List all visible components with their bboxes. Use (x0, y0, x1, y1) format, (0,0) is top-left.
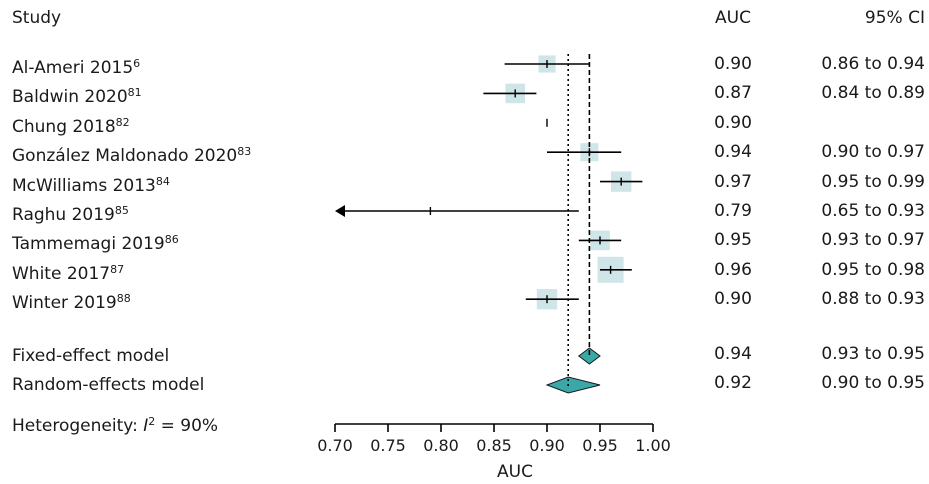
ci-arrow-left (335, 205, 345, 217)
model-auc: 0.92 (714, 373, 752, 393)
x-tick-label: 0.75 (370, 436, 406, 455)
study-name: Chung 201882 (12, 115, 130, 137)
study-name: Tammemagi 201986 (12, 233, 179, 255)
heterogeneity-label: Heterogeneity: I2 = 90% (12, 415, 219, 436)
model-name: Fixed-effect model (12, 346, 170, 366)
study-auc: 0.87 (714, 83, 752, 104)
study-ci: 0.65 to 0.93 (821, 201, 925, 221)
model-name: Random-effects model (12, 375, 205, 395)
study-auc: 0.95 (714, 230, 752, 251)
study-auc: 0.79 (714, 201, 752, 221)
study-ci: 0.95 to 0.99 (821, 171, 925, 192)
study-ci: 0.95 to 0.98 (821, 259, 925, 280)
study-ci: 0.84 to 0.89 (821, 83, 925, 104)
study-ci: 0.88 to 0.93 (821, 289, 925, 310)
header-ci: 95% CI (864, 8, 925, 28)
header-auc: AUC (715, 8, 751, 28)
study-name: Raghu 201985 (12, 204, 129, 225)
study-auc: 0.94 (714, 142, 752, 163)
x-tick-label: 0.90 (529, 436, 565, 455)
model-auc: 0.94 (714, 344, 752, 364)
study-name: Baldwin 202081 (12, 86, 142, 108)
study-auc: 0.90 (714, 54, 752, 74)
x-tick-label: 0.95 (582, 436, 618, 455)
model-diamond (545, 376, 601, 394)
model-diamond (577, 347, 601, 365)
model-ci: 0.90 to 0.95 (821, 373, 925, 393)
study-auc: 0.97 (714, 171, 752, 192)
x-tick-label: 1.00 (635, 436, 671, 455)
study-name: González Maldonado 202083 (12, 145, 252, 167)
study-auc: 0.90 (714, 289, 752, 310)
study-name: McWilliams 201384 (12, 174, 170, 196)
study-name: White 201787 (12, 262, 125, 284)
study-auc: 0.96 (714, 259, 752, 280)
study-auc: 0.90 (714, 112, 752, 133)
x-tick-label: 0.85 (476, 436, 512, 455)
study-name: Al-Ameri 20156 (12, 57, 141, 78)
x-tick-label: 0.70 (317, 436, 353, 455)
study-ci: 0.90 to 0.97 (821, 142, 925, 163)
x-axis-label: AUC (497, 462, 533, 482)
x-tick-label: 0.80 (423, 436, 459, 455)
study-ci: 0.93 to 0.97 (821, 230, 925, 251)
header-study: Study (12, 8, 62, 28)
study-name: Winter 201988 (12, 292, 131, 314)
study-ci: 0.86 to 0.94 (821, 54, 925, 74)
model-ci: 0.93 to 0.95 (821, 344, 925, 364)
